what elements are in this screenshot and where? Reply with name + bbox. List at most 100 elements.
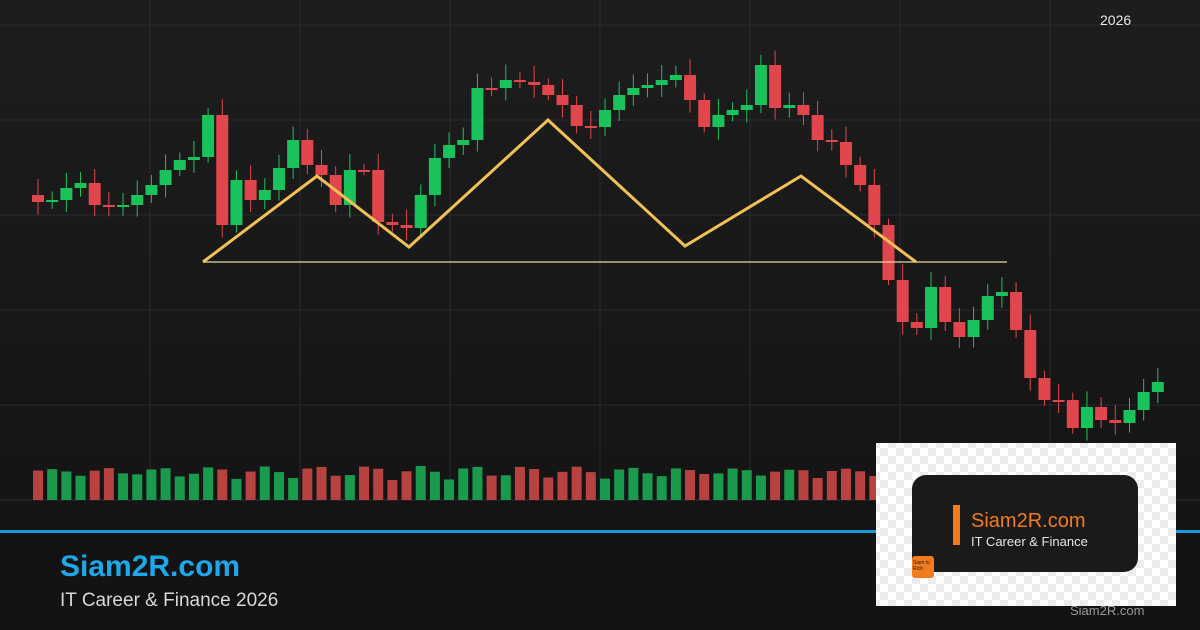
candle-body	[1151, 382, 1164, 392]
candle-body	[556, 95, 569, 105]
candle-body	[967, 320, 980, 337]
volume-bar	[741, 470, 752, 500]
volume-bar	[89, 470, 100, 500]
candle-body	[839, 142, 852, 165]
candle-body	[1038, 378, 1051, 400]
candle-body	[46, 200, 59, 202]
card-brand: Siam2R.com	[971, 510, 1086, 532]
candle-body	[684, 75, 697, 100]
volume-bar	[429, 471, 440, 500]
volume-bar	[600, 478, 610, 500]
volume-bar	[642, 473, 653, 500]
footer-tagline: IT Career & Finance 2026	[60, 590, 279, 611]
volume-bar	[47, 469, 58, 500]
candle-body	[1080, 407, 1093, 428]
candle-body	[570, 105, 583, 126]
volume-bar	[472, 466, 483, 500]
volume-bar	[316, 466, 327, 500]
candle-body	[386, 222, 399, 225]
candle-body	[258, 190, 271, 200]
candle-body	[726, 110, 739, 115]
volume-bar	[217, 469, 228, 500]
volume-bar	[146, 469, 157, 500]
candle-body	[797, 105, 810, 115]
volume-bar	[543, 477, 554, 500]
volume-bar	[188, 473, 199, 500]
candle-body	[485, 88, 498, 90]
candle-body	[216, 115, 229, 225]
candle-body	[1137, 392, 1150, 410]
card	[912, 475, 1138, 572]
volume-bar	[755, 475, 766, 500]
volume-bar	[359, 466, 370, 500]
volume-bar	[557, 471, 568, 500]
candle-body	[995, 292, 1008, 296]
volume-bar	[770, 471, 781, 500]
volume-bar	[500, 475, 511, 500]
candle-body	[343, 170, 356, 205]
volume-bar	[585, 472, 596, 500]
candle-body	[769, 65, 782, 108]
card-tagline: IT Career & Finance	[971, 534, 1088, 549]
volume-bar	[118, 473, 129, 500]
candle-body	[896, 280, 909, 322]
candle-body	[414, 195, 427, 228]
candle-body	[599, 110, 611, 127]
volume-bar	[869, 475, 880, 500]
candle-body	[102, 205, 115, 207]
candle-body	[230, 180, 243, 225]
candle-body	[457, 140, 470, 145]
candle-body	[925, 287, 938, 328]
volume-bar	[259, 466, 270, 500]
volume-bar	[614, 469, 625, 500]
candle-body	[1109, 420, 1122, 423]
candle-body	[641, 85, 654, 88]
candle-body	[88, 183, 101, 205]
volume-bar	[727, 468, 738, 500]
candle-body	[669, 75, 682, 80]
volume-bar	[273, 472, 284, 500]
footer-brand: Siam2R.com	[60, 550, 241, 583]
volume-bar	[245, 471, 256, 500]
candle-body	[272, 168, 285, 190]
volume-bar	[444, 479, 455, 500]
volume-bar	[656, 476, 667, 500]
volume-bar	[628, 467, 639, 500]
candle-body	[372, 170, 385, 222]
pattern-line	[202, 117, 917, 264]
candle-body	[542, 85, 555, 95]
candle-body	[613, 95, 626, 110]
candle-body	[584, 126, 597, 128]
candle-body	[910, 322, 923, 328]
year: 2026	[1100, 12, 1132, 28]
volume-bar	[670, 468, 681, 500]
volume-bar	[373, 468, 384, 500]
candle-body	[159, 170, 172, 185]
volume-bar	[302, 468, 313, 500]
candle-body	[1095, 407, 1108, 420]
accent-line	[0, 530, 1200, 533]
volume-bar	[713, 473, 724, 500]
candle-body	[202, 115, 215, 157]
candle-body	[315, 165, 328, 175]
watermark: Siam2R.com	[1070, 603, 1145, 618]
candle-body	[882, 225, 895, 280]
volume-bar	[387, 480, 398, 500]
candle-body	[627, 88, 640, 95]
candle-body	[1052, 400, 1065, 402]
candle-body	[655, 80, 668, 85]
candle-body	[301, 140, 314, 165]
volume-bar	[231, 478, 242, 500]
candle-body	[358, 170, 371, 172]
candle-body	[145, 185, 158, 195]
volume-bar	[174, 476, 185, 500]
volume-bar	[75, 475, 86, 500]
volume-bar	[486, 475, 497, 500]
candle-body	[173, 160, 186, 170]
candle-body	[60, 188, 73, 200]
volume-bar	[203, 467, 214, 500]
candle-body	[825, 140, 838, 142]
volume-bar	[401, 471, 412, 500]
